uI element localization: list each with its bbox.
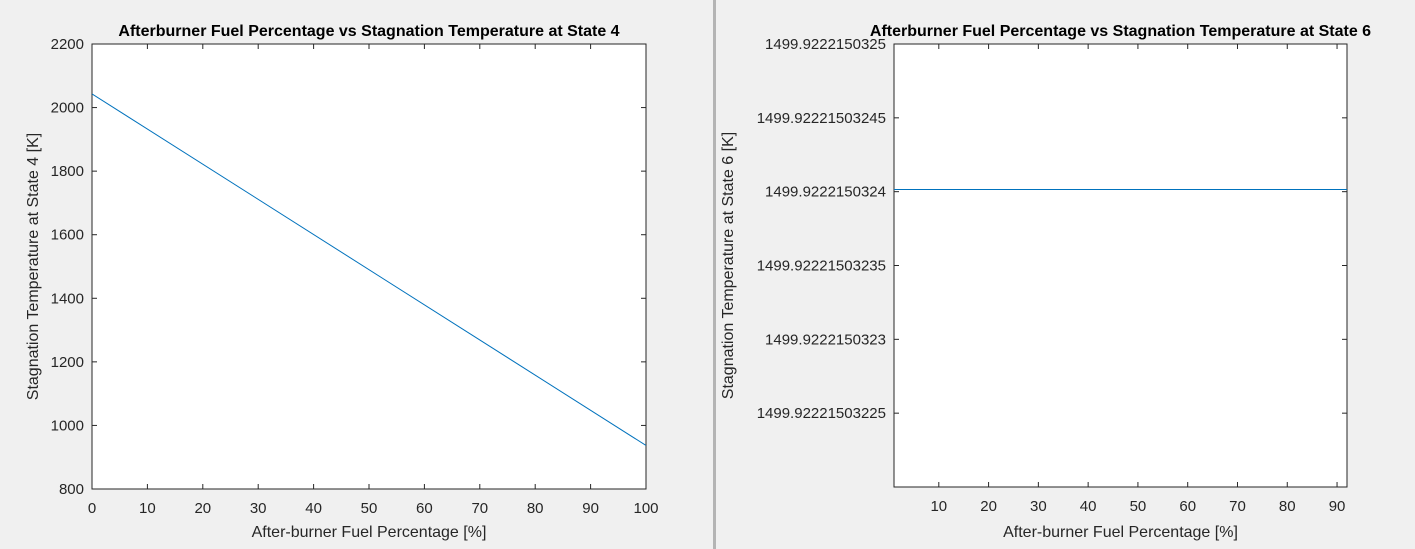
x-tick-label: 10 <box>139 500 156 517</box>
plot-area <box>91 43 647 490</box>
x-tick-label: 60 <box>416 500 433 517</box>
series-line-1 <box>92 93 646 446</box>
x-tick-label: 50 <box>361 500 378 517</box>
chart-1: 0 10 20 30 40 50 60 70 80 90 100 800 1000 1200 1400 160… <box>25 23 659 541</box>
y-tick-label: 1499.9222150325 <box>765 36 886 53</box>
x-tick-label: 80 <box>527 500 544 517</box>
x-axis-label: After-burner Fuel Percentage [%] <box>252 524 487 541</box>
y-tick-label: 2000 <box>51 100 84 117</box>
x-tick-label: 50 <box>1130 498 1147 515</box>
chart-title: Afterburner Fuel Percentage vs Stagnatio… <box>870 23 1371 40</box>
x-tick-label: 10 <box>930 498 947 515</box>
x-axis-label: After-burner Fuel Percentage [%] <box>1003 524 1238 541</box>
y-tick-label: 1499.92221503225 <box>757 405 886 422</box>
x-tick-label: 60 <box>1179 498 1196 515</box>
x-tick-label: 70 <box>1229 498 1246 515</box>
x-tick-label: 90 <box>582 500 599 517</box>
y-tick-label: 1499.92221503235 <box>757 258 886 275</box>
y-tick-label: 1400 <box>51 290 84 307</box>
y-tick-label: 1600 <box>51 227 84 244</box>
y-axis-label: Stagnation Temperature at State 4 [K] <box>25 133 42 400</box>
chart-title: Afterburner Fuel Percentage vs Stagnatio… <box>118 23 619 40</box>
y-tick-label: 800 <box>59 481 84 498</box>
x-tick-label: 100 <box>633 500 658 517</box>
y-tick-label: 1000 <box>51 417 84 434</box>
y-tick-label: 2200 <box>51 36 84 53</box>
x-tick-label: 30 <box>250 500 267 517</box>
x-tick-label: 40 <box>1080 498 1097 515</box>
chart-2: 10 20 30 40 50 60 70 80 90 1499.92221503225 1499.9… <box>720 23 1371 541</box>
x-tick-label: 0 <box>88 500 96 517</box>
x-tick-label: 20 <box>194 500 211 517</box>
x-tick-label: 40 <box>305 500 322 517</box>
x-tick-label: 30 <box>1030 498 1047 515</box>
pane-divider[interactable] <box>713 0 716 549</box>
x-tick-label: 70 <box>471 500 488 517</box>
x-tick-label: 90 <box>1329 498 1346 515</box>
y-tick-label: 1499.9222150324 <box>765 184 886 201</box>
y-tick-label: 1800 <box>51 163 84 180</box>
y-tick-label: 1499.92221503245 <box>757 110 886 127</box>
y-tick-label: 1499.9222150323 <box>765 331 886 348</box>
x-tick-label: 20 <box>980 498 997 515</box>
y-tick-label: 1200 <box>51 354 84 371</box>
y-axis-label: Stagnation Temperature at State 6 [K] <box>720 132 737 399</box>
x-tick-label: 80 <box>1279 498 1296 515</box>
plot-area <box>893 43 1348 488</box>
